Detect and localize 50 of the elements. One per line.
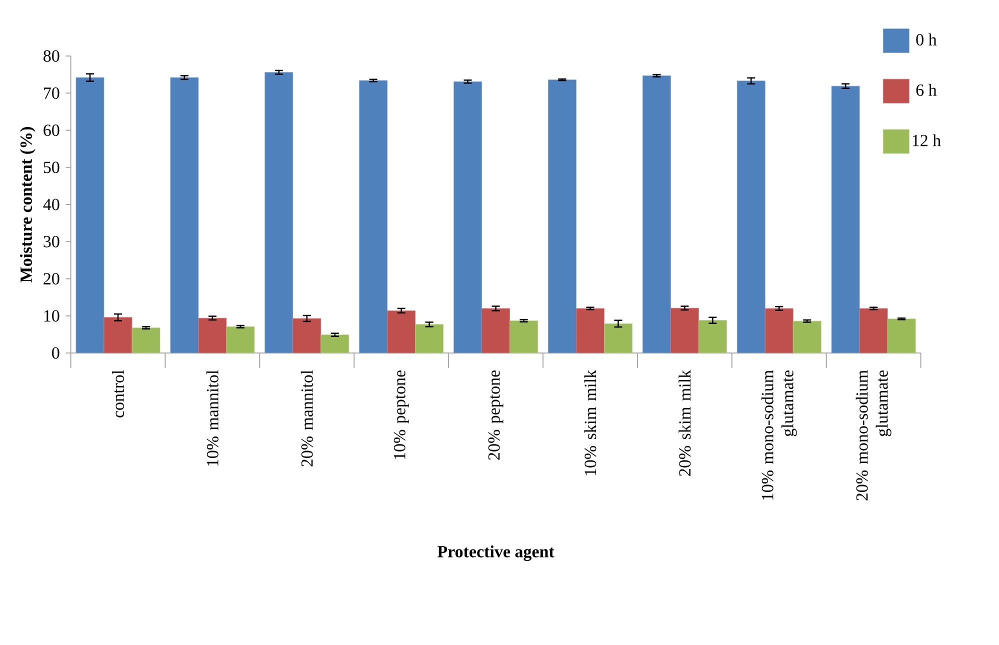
bar <box>198 318 227 354</box>
legend-label: 12 h <box>912 134 941 146</box>
x-axis-title: Protective agent <box>437 545 554 561</box>
bar <box>792 320 822 354</box>
bar <box>264 72 294 354</box>
x-tick-label: 20% skim milk <box>678 370 691 476</box>
bar <box>548 80 576 354</box>
bar <box>831 86 860 354</box>
bar <box>764 308 794 354</box>
bar <box>576 308 604 354</box>
bar <box>320 334 350 354</box>
legend-label: 6 h <box>916 84 937 96</box>
bar <box>482 308 510 354</box>
x-tick-label: 10% mono-sodium glutamate <box>761 370 797 500</box>
bar <box>698 320 727 354</box>
bar <box>387 310 416 354</box>
y-tick-label: 80 <box>44 50 60 62</box>
y-tick-label: 30 <box>44 236 60 248</box>
bar <box>670 308 699 354</box>
x-tick-label: 10% peptone <box>394 370 409 460</box>
x-tick-label: 10% skim milk <box>584 370 596 476</box>
bar <box>292 318 322 354</box>
x-tick-label: control <box>112 370 124 418</box>
bar <box>642 75 671 354</box>
bar <box>76 77 104 354</box>
bar <box>104 317 132 354</box>
y-tick-label: 60 <box>44 124 60 136</box>
bar <box>736 80 766 354</box>
y-axis-title: Moisture content (%) <box>20 127 36 282</box>
y-tick-label: 70 <box>44 87 60 99</box>
bar <box>170 77 199 354</box>
y-tick-label: 20 <box>44 273 60 284</box>
y-tick-label: 10 <box>44 310 60 322</box>
bar <box>132 328 160 354</box>
bar <box>604 323 632 354</box>
y-tick-label: 50 <box>44 162 60 174</box>
bar <box>887 318 916 354</box>
bar <box>454 81 482 354</box>
bar <box>415 324 444 354</box>
bar <box>510 320 538 354</box>
legend-label: 0 h <box>916 34 937 46</box>
x-tick-label: 20% mannitol <box>300 370 313 466</box>
y-tick-label: 0 <box>52 347 60 359</box>
bar <box>226 326 255 354</box>
x-tick-label: 20% mono-sodium glutamate <box>856 370 892 500</box>
bar <box>359 80 388 354</box>
x-tick-label: 10% mannitol <box>206 370 218 466</box>
bar <box>859 308 888 354</box>
x-tick-label: 20% peptone <box>488 370 504 460</box>
y-tick-label: 40 <box>43 198 60 210</box>
